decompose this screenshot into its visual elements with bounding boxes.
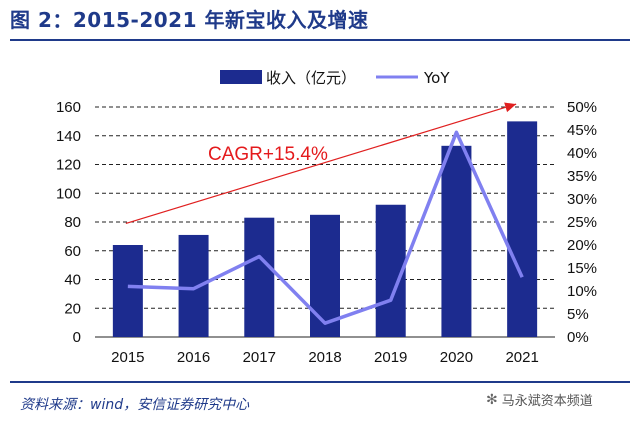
y-right-tick-label: 15% <box>567 260 597 277</box>
y-left-tick-label: 140 <box>56 128 81 145</box>
y-right-tick-label: 30% <box>567 191 597 208</box>
source-divider <box>10 381 630 383</box>
bar <box>112 245 143 337</box>
cagr-arrow <box>125 102 517 225</box>
legend: 收入（亿元） YoY <box>220 69 450 87</box>
y-right-tick-label: 10% <box>567 283 597 300</box>
y-left-tick-label: 40 <box>64 272 81 289</box>
bar-series <box>112 121 538 337</box>
y-left-tick-label: 120 <box>56 157 81 174</box>
wechat-icon: ✻ <box>486 391 498 408</box>
watermark: ✻ 马永斌资本频道 <box>486 390 593 410</box>
cagr-annotation: CAGR+15.4% <box>208 144 328 165</box>
yoy-line-series <box>127 130 524 325</box>
y-left-tick-label: 20 <box>64 300 81 317</box>
y-right-tick-label: 50% <box>567 99 597 116</box>
y-right-tick-label: 35% <box>567 168 597 185</box>
x-tick-label: 2015 <box>111 349 144 366</box>
right-axis-ticks: 0% 5% 10% 15% 20% 25% 30% 35% 40% 45% 50% <box>567 99 597 346</box>
x-tick-label: 2021 <box>505 349 538 366</box>
y-left-tick-label: 0 <box>73 329 81 346</box>
yoy-line <box>127 130 524 325</box>
arrow-shaft <box>125 103 517 225</box>
x-tick-label: 2019 <box>374 349 407 366</box>
watermark-text: 马永斌资本频道 <box>501 394 593 409</box>
x-tick-label: 2017 <box>243 349 276 366</box>
y-right-tick-label: 5% <box>567 306 589 323</box>
source-note: 资料来源：wind，安信证券研究中心 <box>20 397 250 413</box>
bar <box>310 214 340 337</box>
x-tick-label: 2018 <box>308 349 341 366</box>
x-tick-label: 2020 <box>440 349 473 366</box>
y-right-tick-label: 20% <box>567 237 597 254</box>
y-left-tick-label: 60 <box>64 243 81 260</box>
legend-line-label: YoY <box>423 69 450 87</box>
bar <box>178 234 209 337</box>
legend-bar-label: 收入（亿元） <box>266 69 356 87</box>
y-left-tick-label: 100 <box>56 185 81 202</box>
x-axis-ticks: 2015 2016 2017 2018 2019 2020 2021 <box>111 349 539 366</box>
bar <box>244 217 275 337</box>
y-right-tick-label: 40% <box>567 145 597 162</box>
figure-title: 图 2：2015-2021 年新宝收入及增速 <box>10 8 369 32</box>
y-right-tick-label: 25% <box>567 214 597 231</box>
x-tick-label: 2016 <box>177 349 210 366</box>
bar <box>441 145 472 337</box>
y-left-tick-label: 160 <box>56 99 81 116</box>
bar <box>507 121 538 337</box>
left-axis-ticks: 0 20 40 60 80 100 120 140 160 <box>56 99 81 346</box>
y-right-tick-label: 45% <box>567 122 597 139</box>
arrow-head <box>504 102 517 113</box>
y-right-tick-label: 0% <box>567 329 589 346</box>
title-divider <box>10 39 630 41</box>
y-left-tick-label: 80 <box>64 214 81 231</box>
legend-bar-swatch <box>220 70 262 84</box>
